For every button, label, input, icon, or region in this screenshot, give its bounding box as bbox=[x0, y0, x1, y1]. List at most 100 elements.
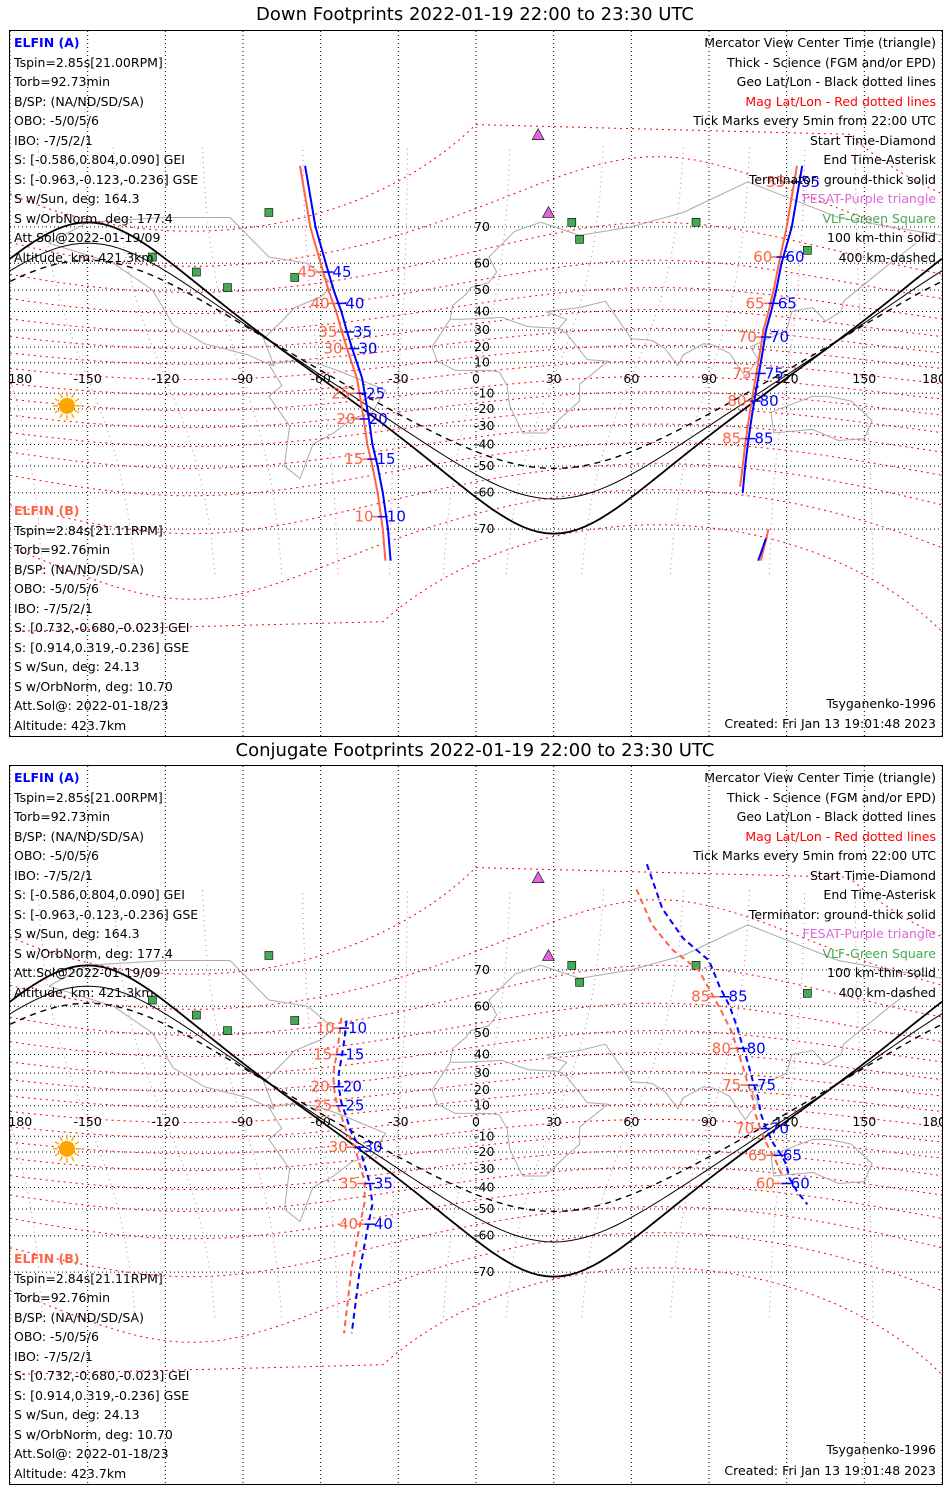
elfin-a-tick-label: 60 bbox=[791, 1175, 810, 1193]
sun-ray bbox=[59, 1156, 64, 1162]
elfin-a-tick-label: 70 bbox=[770, 328, 789, 346]
vlf-station-icon bbox=[264, 951, 274, 960]
info-line: B/SP: (NA/ND/SD/SA) bbox=[14, 561, 144, 577]
elfin-b-tick-label: 25 bbox=[313, 1097, 332, 1115]
elfin-a-tick-label: 15 bbox=[345, 1046, 364, 1064]
sun-ray bbox=[70, 1136, 75, 1142]
lat-label: -60 bbox=[474, 1228, 494, 1243]
info-line: B/SP: (NA/ND/SD/SA) bbox=[14, 828, 144, 844]
lon-label: -150 bbox=[73, 371, 101, 386]
info-line: S w/OrbNorm, deg: 10.70 bbox=[14, 678, 173, 694]
elfin-b-tick-label: 10 bbox=[316, 1019, 335, 1037]
map-canvas-down[interactable]: -180 -150 -120 -90 -60 -30 0 30 60 90 120 150 180 70 6… bbox=[10, 31, 942, 736]
fesat-station-icon bbox=[541, 948, 555, 961]
sun-ray bbox=[74, 398, 80, 402]
terminator-100km bbox=[10, 242, 942, 500]
legend-item: 100 km-thin solid bbox=[827, 230, 936, 245]
elfin-a-tick-label: 35 bbox=[353, 323, 372, 341]
map-panel-conjugate: -180-150-120-90-60-300306090120150180706… bbox=[9, 765, 943, 1485]
lon-label: -90 bbox=[233, 1114, 253, 1129]
elfin-b-tick-label: 55 bbox=[766, 173, 785, 191]
lat-label: 50 bbox=[474, 282, 490, 297]
terminator-ground bbox=[10, 221, 942, 535]
info-line: S w/OrbNorm, deg: 177.4 bbox=[14, 210, 173, 226]
lat-label: 10 bbox=[474, 355, 490, 370]
legend: Mercator View Center Time (triangle) Thic… bbox=[693, 768, 936, 1002]
mag-latitude bbox=[10, 1002, 942, 1057]
fesat-station-icon bbox=[531, 871, 545, 883]
elfin-a-tick-label: 25 bbox=[366, 384, 385, 402]
coastline bbox=[431, 316, 610, 434]
fesat-station-icon bbox=[531, 128, 545, 140]
elfin-a-tick-label: 75 bbox=[757, 1076, 776, 1094]
lat-label: 30 bbox=[474, 322, 490, 337]
info-line: S w/Sun, deg: 24.13 bbox=[14, 659, 140, 674]
lon-label: -120 bbox=[151, 371, 179, 386]
elfin-b-lines: Tspin=2.84s[21.11RPM] Torb=92.76min B/SP: … bbox=[14, 521, 189, 736]
mag-latitude bbox=[10, 524, 942, 632]
mag-meridian bbox=[201, 889, 283, 1318]
vlf-station-icon bbox=[223, 283, 232, 292]
info-line: IBO: -7/5/2/1 bbox=[14, 600, 93, 616]
elfin-a-track-west bbox=[304, 165, 392, 561]
lon-label: 150 bbox=[852, 371, 876, 386]
lat-label: -70 bbox=[474, 1264, 494, 1279]
elfin-b-tick-label: 30 bbox=[329, 1138, 348, 1156]
mag-meridian bbox=[443, 146, 511, 575]
info-line: Torb=92.76min bbox=[14, 542, 111, 557]
elfin-a-tick-label: 20 bbox=[369, 410, 388, 428]
legend-item: Thick - Science (FGM and/or EPD) bbox=[727, 789, 936, 805]
elfin-b-tick-label: 85 bbox=[722, 430, 741, 448]
elfin-a-tick-label: 75 bbox=[765, 364, 784, 382]
elfin-b-track-west bbox=[332, 1017, 366, 1334]
sun-ray bbox=[54, 1141, 60, 1145]
lon-label: -60 bbox=[310, 371, 330, 386]
terminator bbox=[10, 221, 942, 535]
legend-item: Mag Lat/Lon - Red dotted lines bbox=[745, 828, 936, 844]
mag-latitude bbox=[10, 1206, 942, 1278]
elfin-a-tick-label: 40 bbox=[345, 294, 364, 312]
lat-label: -60 bbox=[474, 485, 494, 500]
lon-label: 0 bbox=[472, 1114, 480, 1129]
info-line: IBO: -7/5/2/1 bbox=[14, 1348, 93, 1364]
coastline bbox=[268, 1103, 387, 1223]
mag-grid bbox=[10, 867, 942, 1375]
mag-latitude bbox=[10, 259, 942, 314]
elfin-b-tick-label: 25 bbox=[331, 384, 350, 402]
info-line: Tspin=2.85s[21.00RPM] bbox=[14, 54, 163, 70]
legend-item: FESAT-Purple triangle bbox=[802, 926, 936, 941]
elfin-b-tick-label: 85 bbox=[691, 988, 710, 1006]
legend-item: Mag Lat/Lon - Red dotted lines bbox=[745, 93, 936, 109]
elfin-a-tick-label: 35 bbox=[374, 1175, 393, 1193]
elfin-a-name: ELFIN (A) bbox=[14, 770, 80, 785]
sun-ray bbox=[70, 413, 75, 419]
mag-latitude bbox=[10, 1149, 942, 1190]
map-panel-down: -180 -150 -120 -90 -60 -30 0 30 60 90 120 150 180 70 6… bbox=[9, 30, 943, 737]
coastlines bbox=[48, 924, 942, 1223]
elfin-b-tick-label: 35 bbox=[318, 323, 337, 341]
elfin-a-tick-label: 70 bbox=[770, 1120, 789, 1138]
lat-label: 20 bbox=[474, 339, 490, 354]
elfin-a-tick-label: 10 bbox=[348, 1019, 367, 1037]
vlf-station-icon bbox=[264, 208, 274, 217]
vlf-station-icon bbox=[691, 961, 701, 970]
mag-meridian bbox=[443, 889, 511, 1318]
map-canvas-conjugate[interactable]: -180-150-120-90-60-300306090120150180706… bbox=[10, 766, 942, 1484]
elfin-b-tick-label: 80 bbox=[712, 1039, 731, 1057]
elfin-a-tick-label: 20 bbox=[343, 1078, 362, 1096]
lat-label: 60 bbox=[474, 255, 490, 270]
legend-item: 100 km-thin solid bbox=[827, 965, 936, 980]
elfin-b-tick-label: 70 bbox=[735, 1120, 754, 1138]
elfin-a-track-west bbox=[337, 1020, 374, 1334]
fesat-station-icon bbox=[541, 205, 555, 218]
elfin-b-tick-label: 35 bbox=[339, 1175, 358, 1193]
mag-latitude bbox=[10, 156, 942, 267]
vlf-station-icon bbox=[691, 218, 701, 227]
mag-meridian bbox=[201, 146, 283, 575]
lon-label: -180 bbox=[10, 1114, 32, 1129]
mag-meridian bbox=[389, 889, 408, 1318]
lon-label: 120 bbox=[775, 1114, 799, 1129]
info-line: S: [-0.586,0.804,0.090] GEI bbox=[14, 887, 185, 902]
mag-latitude bbox=[10, 1267, 942, 1375]
legend-item: Start Time-Diamond bbox=[809, 867, 936, 883]
